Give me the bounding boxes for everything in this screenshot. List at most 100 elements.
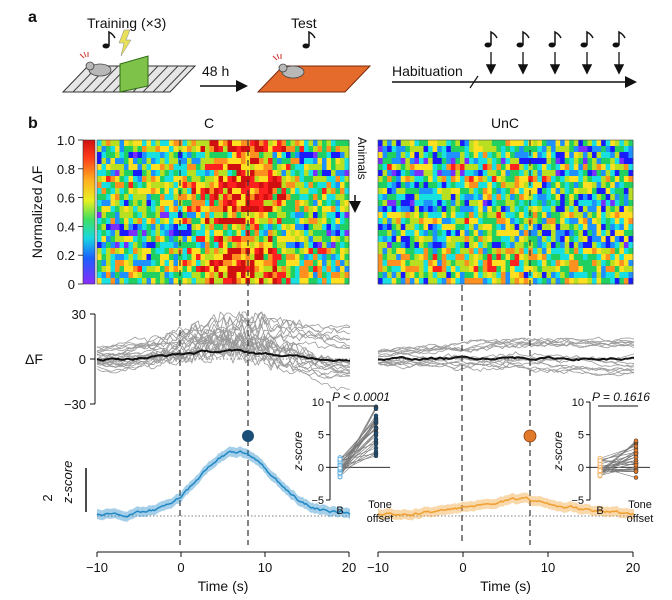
heatmap-cell bbox=[119, 164, 125, 171]
heatmap-cell bbox=[414, 164, 420, 171]
heatmap-cell bbox=[418, 272, 424, 279]
heatmap-cell bbox=[514, 170, 520, 177]
delta-f-ytick: 30 bbox=[72, 307, 86, 322]
heatmap-cell bbox=[528, 140, 534, 147]
heatmap-cell bbox=[128, 188, 134, 195]
heatmap-cell bbox=[277, 248, 282, 255]
heatmap-cell bbox=[446, 146, 452, 153]
heatmap-cell bbox=[487, 164, 493, 171]
tone-offset-point bbox=[633, 448, 639, 453]
heatmap-cell bbox=[173, 212, 179, 219]
inset-y-tick-label: −5 bbox=[571, 495, 584, 507]
heatmap-cell bbox=[619, 164, 625, 171]
heatmap-cell bbox=[473, 182, 479, 189]
heatmap-cell bbox=[378, 230, 383, 237]
heatmap-cell bbox=[573, 146, 579, 153]
heatmap-cell bbox=[409, 230, 415, 237]
heatmap-cell bbox=[459, 224, 465, 231]
heatmap-cell bbox=[473, 218, 479, 225]
heatmap-cell bbox=[173, 206, 179, 213]
heatmap-cell bbox=[396, 176, 402, 183]
heatmap-cell bbox=[441, 140, 447, 147]
heatmap-cell bbox=[259, 248, 264, 255]
heatmap-cell bbox=[236, 254, 242, 261]
heatmap-cell bbox=[115, 188, 120, 195]
heatmap-cell bbox=[596, 194, 602, 201]
heatmap-cell bbox=[541, 248, 547, 255]
heatmap-cell bbox=[218, 266, 224, 273]
heatmap-cell bbox=[106, 278, 111, 285]
heatmap-cell bbox=[519, 248, 525, 255]
heatmap-cell bbox=[169, 200, 174, 207]
heatmap-cell bbox=[582, 182, 588, 189]
heatmap-cell bbox=[409, 200, 415, 207]
heatmap-cell bbox=[344, 152, 350, 159]
heatmap-cell bbox=[555, 218, 561, 225]
heatmap-cell bbox=[432, 260, 438, 267]
heatmap-cell bbox=[614, 242, 620, 249]
heatmap-cell bbox=[200, 278, 206, 285]
heatmap-cell bbox=[137, 248, 143, 255]
heatmap-cell bbox=[214, 176, 219, 183]
heatmap-cell bbox=[614, 236, 620, 243]
heatmap-cell bbox=[578, 194, 584, 201]
heatmap-cell bbox=[464, 254, 470, 261]
heatmap-cell bbox=[409, 260, 415, 267]
heatmap-cell bbox=[500, 278, 506, 285]
heatmap-cell bbox=[281, 176, 287, 183]
heatmap-cell bbox=[205, 278, 210, 285]
heatmap-cell bbox=[614, 158, 620, 165]
heatmap-cell bbox=[128, 200, 134, 207]
heatmap-cell bbox=[546, 146, 552, 153]
heatmap-cell bbox=[478, 224, 484, 231]
heatmap-cell bbox=[391, 266, 397, 273]
heatmap-cell bbox=[182, 206, 188, 213]
heatmap-cell bbox=[304, 278, 309, 285]
delta-f-ytick: −30 bbox=[64, 397, 86, 412]
heatmap-cell bbox=[505, 236, 511, 243]
heatmap-cell bbox=[464, 188, 470, 195]
heatmap-cell bbox=[196, 230, 201, 237]
heatmap-cell bbox=[214, 194, 219, 201]
heatmap-cell bbox=[614, 200, 620, 207]
heatmap-cell bbox=[128, 266, 134, 273]
heatmap-cell bbox=[133, 212, 138, 219]
heatmap-cell bbox=[340, 230, 345, 237]
heatmap-cell bbox=[241, 260, 246, 267]
heatmap-cell bbox=[169, 146, 174, 153]
heatmap-cell bbox=[115, 164, 120, 171]
heatmap-cell bbox=[469, 206, 475, 213]
heatmap-cell bbox=[196, 194, 201, 201]
heatmap-cell bbox=[537, 278, 543, 285]
heatmap-cell bbox=[396, 164, 402, 171]
heatmap-cell bbox=[560, 266, 566, 273]
heatmap-cell bbox=[146, 146, 152, 153]
heatmap-cell bbox=[491, 146, 497, 153]
heatmap-cell bbox=[299, 146, 305, 153]
heatmap-cell bbox=[110, 242, 116, 249]
heatmap-cell bbox=[564, 254, 570, 261]
heatmap-cell bbox=[200, 206, 206, 213]
heatmap-cell bbox=[205, 140, 210, 147]
heatmap-cell bbox=[178, 254, 183, 261]
heatmap-cell bbox=[295, 206, 300, 213]
heatmap-cell bbox=[514, 140, 520, 147]
heatmap-cell bbox=[133, 248, 138, 255]
heatmap-cell bbox=[124, 158, 129, 165]
heatmap-cell bbox=[387, 230, 393, 237]
heatmap-cell bbox=[587, 140, 593, 147]
heatmap-cell bbox=[182, 272, 188, 279]
heatmap-cell bbox=[272, 212, 278, 219]
heatmap-cell bbox=[519, 140, 525, 147]
heatmap-cell bbox=[119, 188, 125, 195]
heatmap-cell bbox=[459, 230, 465, 237]
heatmap-cell bbox=[582, 236, 588, 243]
heatmap-cell bbox=[308, 212, 314, 219]
heatmap-cell bbox=[313, 164, 318, 171]
heatmap-cell bbox=[391, 212, 397, 219]
heatmap-cell bbox=[232, 266, 237, 273]
heatmap-cell bbox=[164, 146, 170, 153]
heatmap-cell bbox=[200, 236, 206, 243]
heatmap-cell bbox=[322, 170, 327, 177]
heatmap-cell bbox=[286, 158, 291, 165]
